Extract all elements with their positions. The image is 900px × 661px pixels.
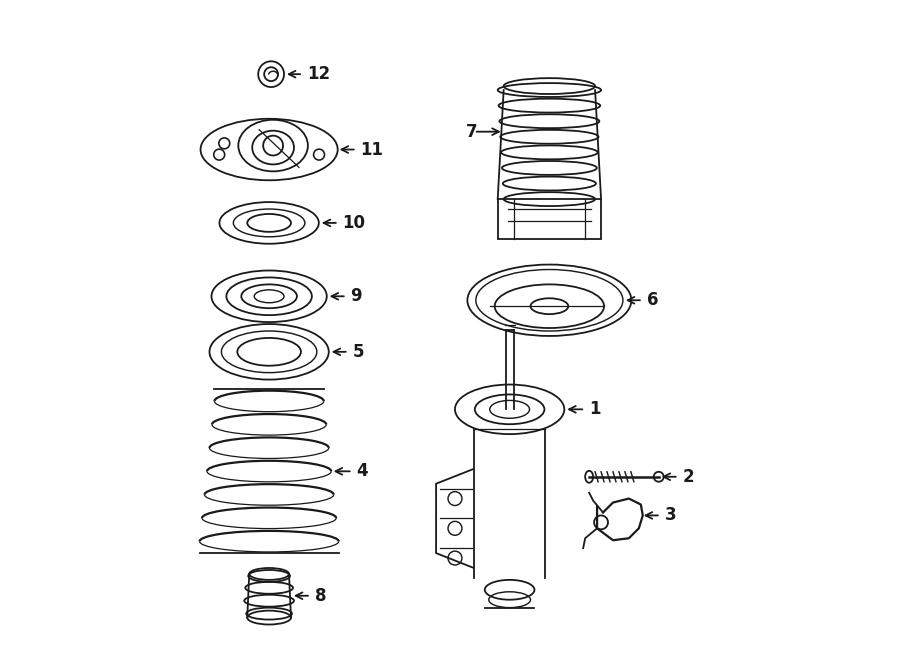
- Text: 7: 7: [466, 123, 478, 141]
- Text: 8: 8: [315, 587, 327, 605]
- Text: 9: 9: [351, 288, 362, 305]
- Text: 3: 3: [665, 506, 676, 524]
- Bar: [498, 199, 601, 239]
- Text: 4: 4: [356, 462, 368, 481]
- Text: 12: 12: [307, 65, 330, 83]
- Text: 2: 2: [682, 468, 694, 486]
- Text: 5: 5: [353, 343, 364, 361]
- Text: 10: 10: [343, 214, 365, 232]
- Text: 6: 6: [647, 292, 658, 309]
- Text: 1: 1: [590, 401, 600, 418]
- Text: 11: 11: [361, 141, 383, 159]
